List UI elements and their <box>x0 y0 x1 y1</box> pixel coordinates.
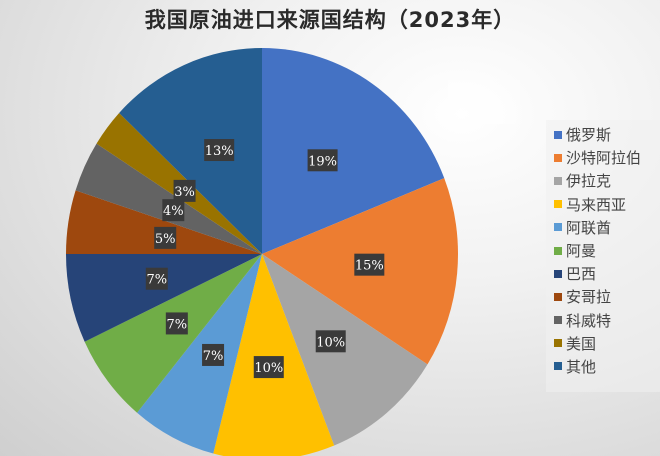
data-label: 4% <box>163 204 184 219</box>
data-label-box <box>202 343 225 366</box>
data-label: 19% <box>308 154 337 169</box>
legend-label: 其他 <box>566 357 597 376</box>
legend-swatch-icon <box>554 200 562 209</box>
legend-item: 科威特 <box>554 309 660 332</box>
pie-slice <box>66 254 262 342</box>
data-label: 13% <box>205 144 234 159</box>
data-label-box <box>165 312 188 335</box>
legend-item: 阿联酋 <box>554 216 660 239</box>
data-label: 7% <box>167 317 188 332</box>
legend-swatch-icon <box>554 362 562 371</box>
legend-item: 俄罗斯 <box>554 123 660 146</box>
legend-label: 阿曼 <box>566 242 597 261</box>
legend-label: 科威特 <box>566 311 612 330</box>
legend-swatch-icon <box>554 153 562 162</box>
legend-swatch-icon <box>554 176 562 185</box>
data-label-box <box>307 149 338 172</box>
pie-slice <box>262 48 445 254</box>
legend-label: 马来西亚 <box>566 195 627 214</box>
legend-label: 美国 <box>566 334 597 353</box>
legend-item: 阿曼 <box>554 239 660 262</box>
pie-data-labels: 19% 15% 10% 10% 7% 7% 7% 5% 4% 3% 13% <box>145 139 385 379</box>
data-label-box <box>162 199 185 222</box>
legend-item: 伊拉克 <box>554 169 660 192</box>
legend-item: 马来西亚 <box>554 193 660 216</box>
data-label-box <box>354 253 385 276</box>
data-label: 5% <box>155 232 176 247</box>
legend-label: 巴西 <box>566 265 597 284</box>
data-label: 7% <box>146 273 167 288</box>
legend-item: 沙特阿拉伯 <box>554 146 660 169</box>
data-label-box <box>253 356 284 379</box>
data-label-box <box>154 226 177 249</box>
legend-label: 伊拉克 <box>566 172 612 191</box>
pie-slice <box>66 190 262 254</box>
pie-slice <box>213 254 335 456</box>
pie-slice <box>75 143 262 254</box>
data-label-box <box>315 330 346 353</box>
pie-slices <box>66 48 458 456</box>
pie-slice <box>119 48 262 254</box>
legend-swatch-icon <box>554 316 562 325</box>
legend-swatch-icon <box>554 223 562 232</box>
chart-legend: 俄罗斯沙特阿拉伯伊拉克马来西亚阿联酋阿曼巴西安哥拉科威特美国其他 <box>546 120 660 392</box>
legend-swatch-icon <box>554 130 562 139</box>
legend-label: 沙特阿拉伯 <box>566 149 642 168</box>
legend-label: 俄罗斯 <box>566 126 612 145</box>
data-label: 7% <box>203 349 224 364</box>
legend-swatch-icon <box>554 246 562 255</box>
legend-label: 阿联酋 <box>566 218 612 237</box>
legend-item: 巴西 <box>554 262 660 285</box>
data-label: 10% <box>316 335 345 350</box>
chart-title: 我国原油进口来源国结构（2023年） <box>144 8 516 32</box>
legend-item: 美国 <box>554 332 660 355</box>
data-label: 15% <box>355 259 384 274</box>
data-label-box <box>145 267 168 290</box>
data-label-box <box>173 179 196 202</box>
background-patch <box>448 80 520 124</box>
pie-slice <box>137 254 262 454</box>
data-label: 3% <box>174 185 195 200</box>
legend-item: 其他 <box>554 355 660 378</box>
legend-item: 安哥拉 <box>554 285 660 308</box>
legend-swatch-icon <box>554 269 562 278</box>
data-label: 10% <box>254 361 283 376</box>
legend-swatch-icon <box>554 292 562 301</box>
data-label-box <box>204 139 235 162</box>
legend-swatch-icon <box>554 339 562 348</box>
legend-label: 安哥拉 <box>566 288 612 307</box>
